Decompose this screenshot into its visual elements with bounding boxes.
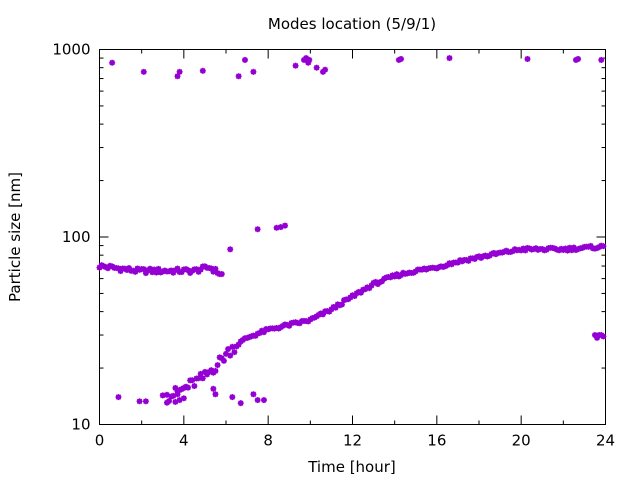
data-point [176,68,183,75]
data-point [241,56,248,63]
data-point [214,362,221,369]
data-point [598,56,605,63]
data-point [140,68,147,75]
data-point [227,352,234,359]
data-point [231,349,238,356]
y-tick-label: 1000 [52,41,90,59]
data-point [191,383,198,390]
x-tick-label: 8 [263,432,273,450]
chart-title: Modes location (5/9/1) [268,15,436,33]
data-point [220,357,227,364]
data-point [185,384,192,391]
x-tick-label: 16 [427,432,446,450]
data-point [397,55,404,62]
data-point [109,59,116,66]
axis-ticks [99,49,606,425]
data-point [524,55,531,62]
data-point [313,64,320,71]
data-point [229,394,236,401]
data-point [212,367,219,374]
data-point [235,73,242,80]
data-point [227,246,234,253]
data-point [600,243,607,250]
data-point [142,398,149,405]
data-point [115,394,122,401]
data-point [322,66,329,73]
data-point [212,391,219,398]
y-tick-labels: 10 100 1000 [52,41,90,434]
x-tick-label: 24 [596,432,615,450]
data-point [199,67,206,74]
data-point [260,397,267,404]
data-point [199,375,206,382]
y-axis-label: Particle size [nm] [6,172,24,302]
data-point [292,62,299,69]
data-point [282,222,289,229]
data-point [136,398,143,405]
data-point [210,385,217,392]
x-tick-label: 12 [343,432,362,450]
data-points [96,55,607,407]
x-tick-label: 0 [95,432,105,450]
data-point [306,56,313,63]
data-point [250,68,257,75]
data-point [237,400,244,407]
y-tick-label: 100 [62,228,91,246]
y-tick-label: 10 [71,416,90,434]
data-point [254,226,261,233]
data-point [197,370,204,377]
data-point [180,395,187,402]
data-point [170,392,177,399]
data-point [600,333,607,340]
data-point [575,55,582,62]
data-point [218,271,225,278]
data-point [446,55,453,62]
x-tick-labels: 0 4 8 12 16 20 24 [95,432,615,450]
x-tick-label: 20 [512,432,531,450]
data-point [166,398,173,405]
x-tick-label: 4 [179,432,189,450]
data-point [254,397,261,404]
x-axis-label: Time [hour] [307,458,396,476]
data-point [225,346,232,353]
data-point [250,391,257,398]
data-point [174,73,181,80]
